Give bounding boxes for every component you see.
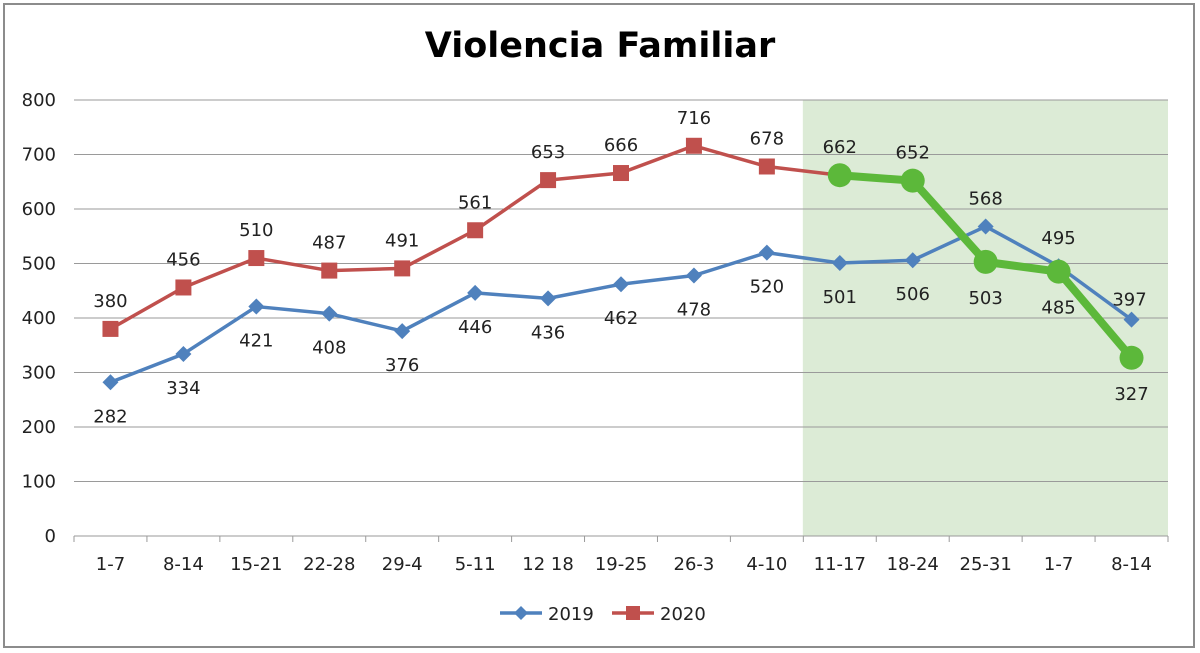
data-label-2020: 456	[166, 249, 200, 270]
data-label-2019: 421	[239, 331, 273, 352]
data-label-2019: 568	[968, 188, 1002, 209]
data-point-2019	[613, 276, 629, 293]
data-point-2020	[827, 163, 852, 188]
data-label-2019: 495	[1041, 228, 1075, 249]
data-label-2020: 487	[312, 233, 346, 254]
x-tick-label: 5-11	[455, 554, 496, 575]
legend-marker-2020	[626, 606, 640, 620]
y-tick-label: 800	[22, 90, 56, 111]
legend-marker-2019	[514, 606, 528, 620]
y-tick-label: 400	[22, 308, 56, 329]
data-label-2020: 380	[93, 291, 127, 312]
x-tick-label: 1-7	[1044, 554, 1073, 575]
data-label-2019: 436	[531, 322, 565, 343]
y-tick-label: 300	[22, 363, 56, 384]
x-tick-label: 19-25	[595, 554, 647, 575]
data-label-2019: 501	[823, 287, 857, 308]
data-label-2019: 446	[458, 317, 492, 338]
data-label-2020: 666	[604, 135, 638, 156]
data-label-2020: 485	[1041, 298, 1075, 319]
data-label-2019: 334	[166, 378, 200, 399]
data-point-2020	[102, 320, 119, 337]
data-point-2019	[102, 374, 119, 391]
data-point-2020	[973, 249, 998, 274]
x-tick-label: 4-10	[746, 554, 787, 575]
data-point-2019	[904, 252, 921, 269]
data-point-2019	[467, 284, 484, 301]
data-label-2019: 282	[93, 406, 127, 427]
x-tick-label: 1-7	[96, 554, 125, 575]
data-label-2020: 662	[823, 137, 857, 158]
x-tick-label: 8-14	[163, 554, 204, 575]
data-point-2019	[977, 218, 994, 235]
data-point-2019	[175, 345, 192, 362]
x-tick-label: 26-3	[674, 554, 715, 575]
data-label-2020: 561	[458, 192, 492, 213]
data-label-2020: 327	[1114, 384, 1148, 405]
data-point-2020	[394, 260, 411, 277]
data-point-2020	[900, 168, 925, 193]
data-point-2020	[248, 250, 265, 267]
data-point-2019	[394, 323, 411, 340]
data-point-2020	[175, 279, 192, 296]
y-tick-label: 500	[22, 254, 56, 275]
y-tick-label: 200	[22, 417, 56, 438]
data-point-2020	[1119, 345, 1144, 370]
x-tick-label: 12 18	[522, 554, 574, 575]
data-label-2019: 376	[385, 355, 419, 376]
data-label-2019: 462	[604, 308, 638, 329]
legend-label-2019: 2019	[548, 604, 594, 625]
y-tick-label: 100	[22, 472, 56, 493]
x-tick-label: 11-17	[814, 554, 866, 575]
data-label-2020: 652	[896, 143, 930, 164]
x-tick-label: 29-4	[382, 554, 423, 575]
data-point-2019	[248, 298, 265, 315]
data-label-2020: 716	[677, 108, 711, 129]
data-label-2020: 503	[968, 288, 1002, 309]
data-point-2020	[758, 158, 775, 175]
x-tick-label: 15-21	[230, 554, 282, 575]
data-label-2020: 678	[750, 128, 784, 149]
data-label-2019: 408	[312, 338, 346, 359]
data-label-2019: 478	[677, 299, 711, 320]
chart-title: Violencia Familiar	[424, 26, 776, 66]
data-point-2020	[540, 172, 557, 189]
data-label-2020: 510	[239, 220, 273, 241]
y-tick-label: 600	[22, 199, 56, 220]
data-label-2019: 506	[896, 284, 930, 305]
data-point-2020	[685, 137, 702, 154]
data-point-2020	[467, 222, 484, 239]
data-point-2019	[1123, 311, 1140, 328]
data-point-2020	[321, 262, 338, 279]
y-tick-label: 700	[22, 145, 56, 166]
data-point-2020	[613, 165, 629, 182]
data-point-2019	[685, 267, 702, 284]
data-label-2019: 520	[750, 277, 784, 298]
data-point-2019	[321, 305, 338, 322]
y-tick-label: 0	[45, 526, 56, 547]
data-label-2020: 653	[531, 142, 565, 163]
x-tick-label: 18-24	[887, 554, 939, 575]
data-point-2020	[1046, 259, 1071, 284]
x-tick-label: 8-14	[1111, 554, 1152, 575]
data-point-2019	[758, 244, 775, 261]
x-tick-label: 25-31	[960, 554, 1012, 575]
legend-label-2020: 2020	[660, 604, 706, 625]
x-tick-label: 22-28	[303, 554, 355, 575]
data-point-2019	[540, 290, 557, 307]
data-label-2019: 397	[1112, 290, 1146, 311]
data-label-2020: 491	[385, 230, 419, 251]
data-point-2019	[831, 254, 848, 271]
